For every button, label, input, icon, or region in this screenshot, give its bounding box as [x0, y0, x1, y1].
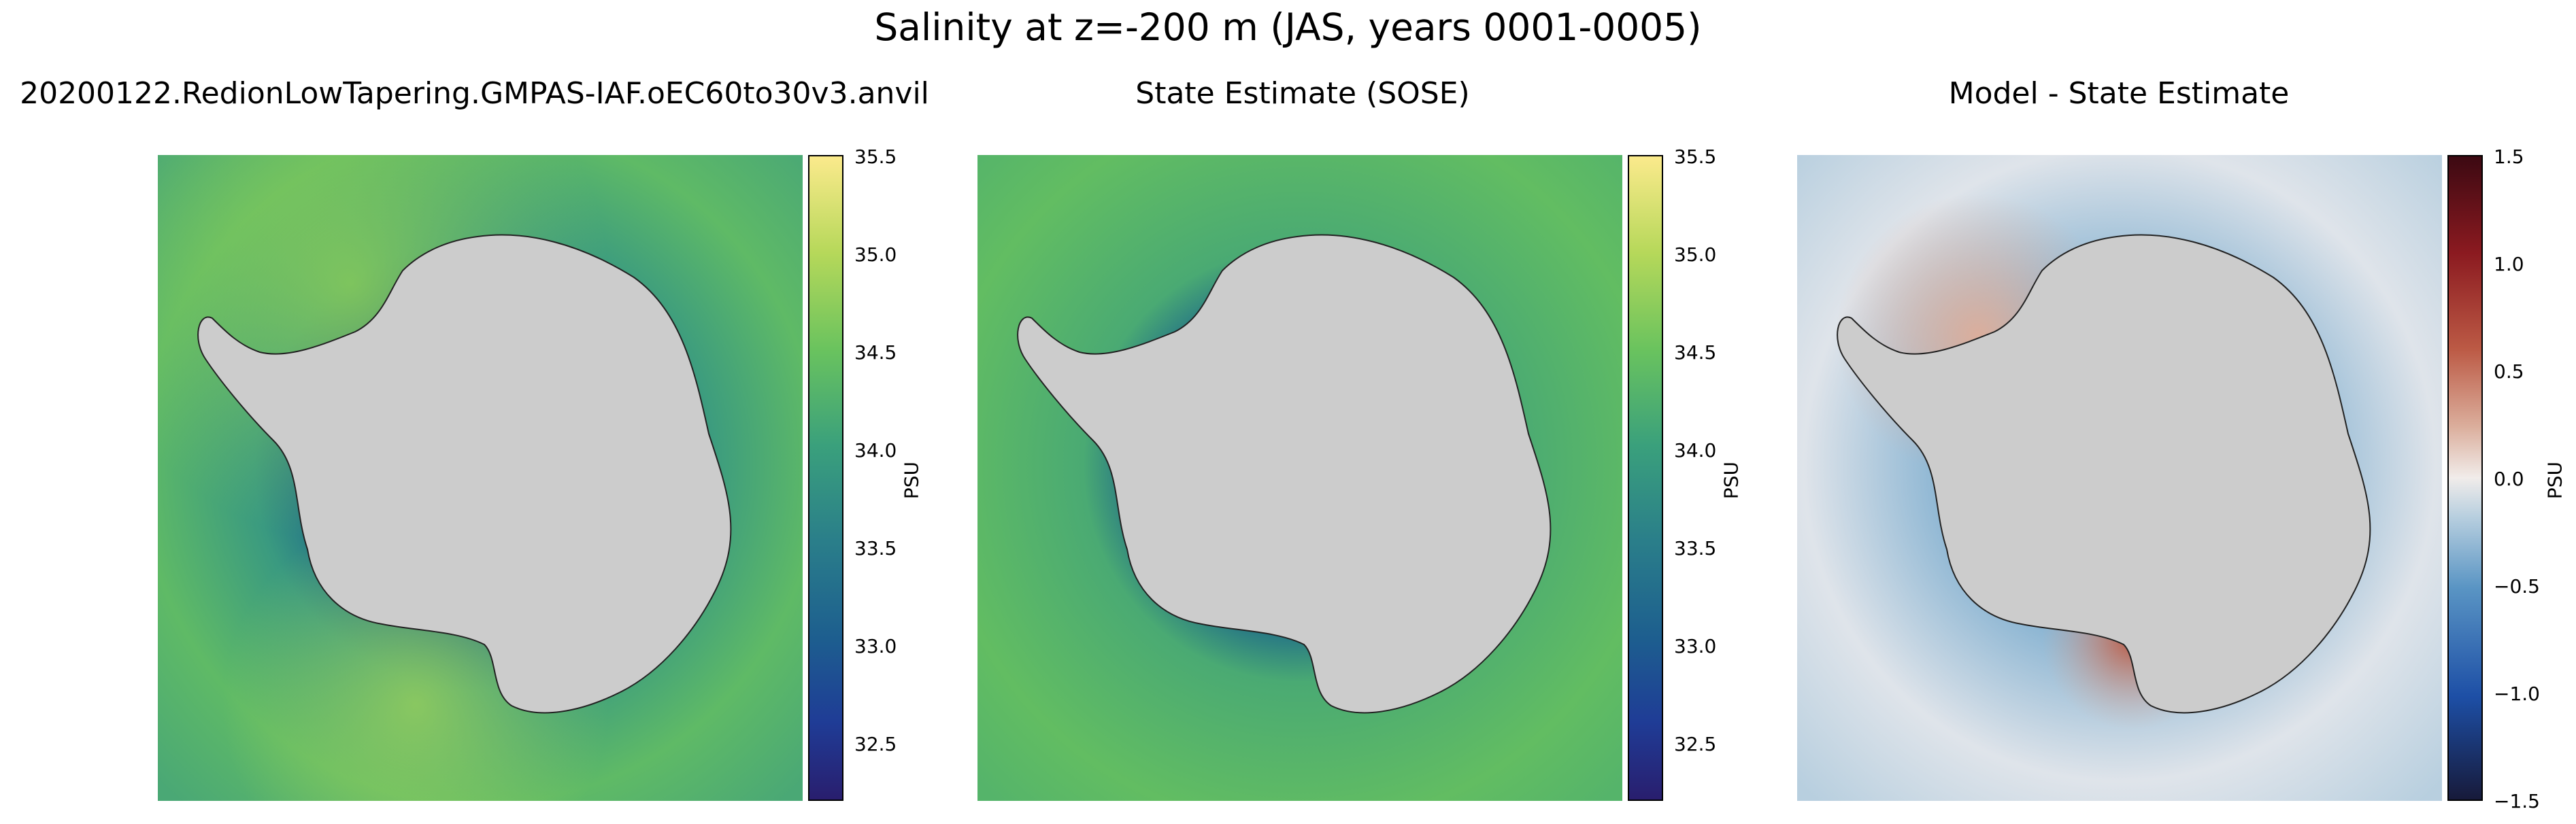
map-model-minus-sose — [1797, 155, 2442, 801]
colorbar-tick: 33.0 — [1674, 635, 1717, 657]
colorbar-tick: 34.0 — [1674, 439, 1717, 462]
colorbar-tick: 35.5 — [854, 145, 897, 168]
colorbar-tick: −0.5 — [2494, 575, 2540, 598]
colorbar-tick: 35.5 — [1674, 145, 1717, 168]
colorbar-label: PSU — [2543, 461, 2566, 500]
panel-title-model: 20200122.RedionLowTapering.GMPAS-IAF.oEC… — [20, 76, 929, 111]
colorbar-sose — [1628, 155, 1663, 801]
colorbar-tick: 32.5 — [1674, 733, 1717, 755]
antarctica-landmass — [1837, 234, 2371, 714]
colorbar-tick: 34.0 — [854, 439, 897, 462]
colorbar-label: PSU — [1720, 461, 1743, 500]
colorbar-label: PSU — [900, 461, 923, 500]
colorbar-tick: 34.5 — [854, 341, 897, 364]
colorbar-tick: 33.5 — [854, 537, 897, 560]
colorbar-tick: 32.5 — [854, 733, 897, 755]
colorbar-model — [808, 155, 843, 801]
colorbar-tick: 35.0 — [1674, 243, 1717, 266]
colorbar-tick: 1.5 — [2494, 145, 2524, 168]
panel-title-difference: Model - State Estimate — [1948, 76, 2290, 111]
antarctica-landmass — [1017, 234, 1552, 714]
map-sose-salinity — [977, 155, 1622, 801]
colorbar-tick: 34.5 — [1674, 341, 1717, 364]
antarctica-landmass — [197, 234, 732, 714]
colorbar-tick: 33.5 — [1674, 537, 1717, 560]
colorbar-tick: 0.5 — [2494, 360, 2524, 383]
colorbar-tick: 1.0 — [2494, 253, 2524, 275]
colorbar-tick: 35.0 — [854, 243, 897, 266]
colorbar-tick: −1.5 — [2494, 790, 2540, 812]
map-model-salinity — [158, 155, 803, 801]
colorbar-difference — [2447, 155, 2483, 801]
colorbar-tick: 0.0 — [2494, 468, 2524, 490]
figure-title: Salinity at z=-200 m (JAS, years 0001-00… — [874, 5, 1702, 49]
panel-title-sose: State Estimate (SOSE) — [1135, 76, 1470, 111]
colorbar-tick: 33.0 — [854, 635, 897, 657]
colorbar-tick: −1.0 — [2494, 683, 2540, 705]
